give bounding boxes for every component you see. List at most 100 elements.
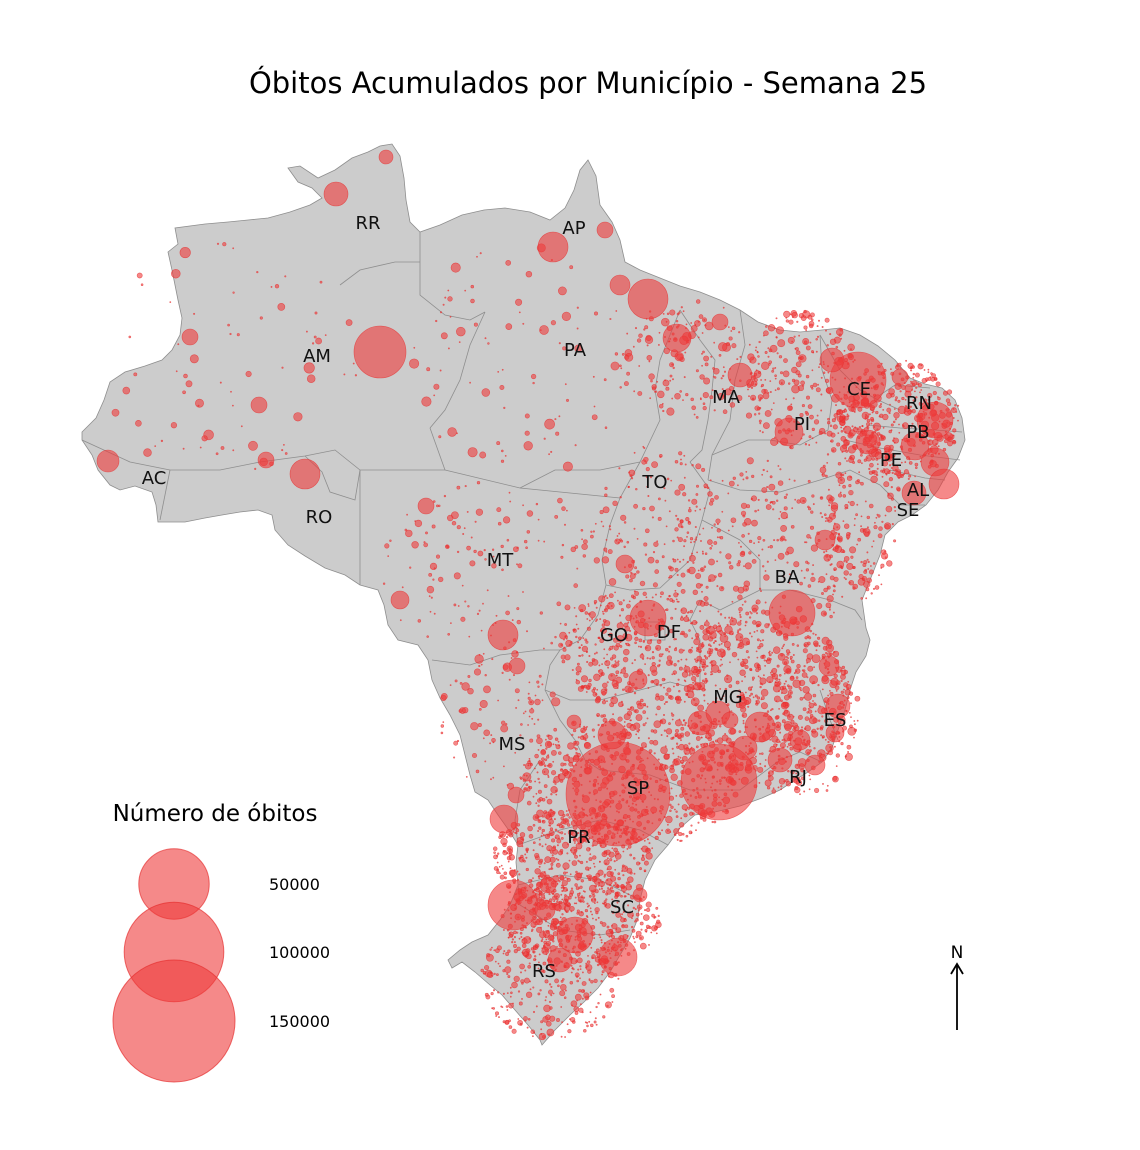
municipality-bubble [870, 565, 872, 567]
municipality-bubble [183, 373, 188, 379]
municipality-bubble [573, 836, 576, 839]
municipality-bubble [557, 830, 560, 833]
municipality-bubble [712, 740, 715, 743]
municipality-bubble [726, 647, 731, 651]
municipality-bubble [748, 539, 753, 544]
municipality-bubble [736, 395, 743, 402]
municipality-bubble [456, 432, 458, 435]
municipality-bubble [573, 1006, 580, 1012]
municipality-bubble [753, 542, 756, 545]
municipality-bubble [620, 894, 623, 898]
municipality-bubble [534, 920, 538, 924]
municipality-bubble [595, 696, 602, 703]
municipality-bubble [678, 718, 681, 721]
municipality-bubble [799, 696, 804, 701]
municipality-bubble [695, 493, 699, 496]
municipality-bubble [776, 352, 779, 355]
municipality-bubble [456, 739, 460, 743]
municipality-bubble [722, 695, 725, 697]
municipality-bubble [843, 417, 846, 420]
municipality-bubble [761, 548, 764, 551]
municipality-bubble [625, 574, 630, 579]
municipality-bubble [705, 736, 707, 739]
municipality-bubble [821, 592, 824, 595]
municipality-bubble [529, 988, 532, 991]
municipality-bubble [915, 396, 918, 399]
municipality-bubble [903, 469, 909, 475]
municipality-bubble [715, 697, 718, 700]
municipality-bubble [663, 487, 666, 490]
municipality-bubble [609, 645, 614, 650]
municipality-bubble [777, 690, 780, 693]
municipality-bubble [783, 661, 788, 665]
municipality-bubble [822, 371, 826, 374]
municipality-bubble [655, 559, 659, 564]
municipality-bubble [616, 901, 619, 904]
municipality-bubble [179, 247, 191, 259]
municipality-bubble [615, 674, 618, 677]
municipality-bubble [846, 442, 850, 446]
municipality-bubble [833, 673, 838, 679]
municipality-bubble [846, 562, 854, 570]
municipality-bubble [540, 1028, 543, 1031]
municipality-bubble [894, 398, 898, 402]
municipality-bubble [401, 586, 404, 589]
municipality-bubble [600, 627, 607, 634]
municipality-bubble [673, 685, 675, 688]
municipality-bubble [670, 479, 673, 482]
municipality-bubble [762, 674, 765, 677]
municipality-bubble [841, 665, 845, 670]
municipality-bubble [820, 393, 823, 396]
municipality-bubble [602, 612, 605, 615]
municipality-bubble [588, 857, 593, 862]
municipality-bubble [603, 547, 608, 552]
municipality-bubble [578, 1007, 584, 1013]
municipality-bubble [557, 984, 560, 988]
municipality-bubble [584, 638, 588, 642]
municipality-bubble [568, 760, 570, 762]
municipality-bubble [840, 690, 844, 694]
municipality-bubble [829, 338, 837, 345]
municipality-bubble [683, 813, 688, 818]
municipality-bubble [780, 699, 783, 703]
municipality-bubble [710, 648, 714, 652]
municipality-bubble [534, 780, 537, 783]
municipality-bubble [607, 887, 610, 890]
municipality-bubble [877, 533, 883, 539]
municipality-bubble [543, 897, 546, 900]
municipality-bubble [646, 848, 650, 852]
municipality-bubble [595, 618, 598, 621]
municipality-bubble-large [289, 458, 321, 490]
municipality-bubble [430, 596, 433, 599]
municipality-bubble [628, 469, 636, 477]
municipality-bubble [583, 539, 588, 545]
municipality-bubble [566, 1023, 569, 1026]
municipality-bubble [562, 886, 565, 889]
municipality-bubble [591, 414, 598, 421]
municipality-bubble [749, 360, 752, 363]
municipality-bubble [952, 428, 957, 433]
municipality-bubble [866, 577, 872, 584]
municipality-bubble [829, 690, 831, 692]
municipality-bubble [591, 728, 595, 732]
municipality-bubble [710, 670, 713, 674]
municipality-bubble [832, 584, 836, 588]
municipality-bubble [528, 879, 533, 883]
municipality-bubble [809, 675, 818, 685]
municipality-bubble [615, 676, 623, 684]
municipality-bubble [611, 924, 613, 927]
municipality-bubble [818, 705, 821, 708]
municipality-bubble [846, 413, 849, 416]
municipality-bubble [704, 486, 706, 489]
municipality-bubble [593, 1020, 597, 1024]
municipality-bubble [824, 317, 830, 323]
municipality-bubble [675, 514, 678, 517]
municipality-bubble [560, 893, 563, 896]
municipality-bubble [534, 753, 539, 759]
municipality-bubble [556, 875, 559, 878]
municipality-bubble [479, 252, 482, 255]
municipality-bubble [652, 739, 659, 746]
municipality-bubble [687, 806, 691, 810]
municipality-bubble [716, 560, 719, 563]
